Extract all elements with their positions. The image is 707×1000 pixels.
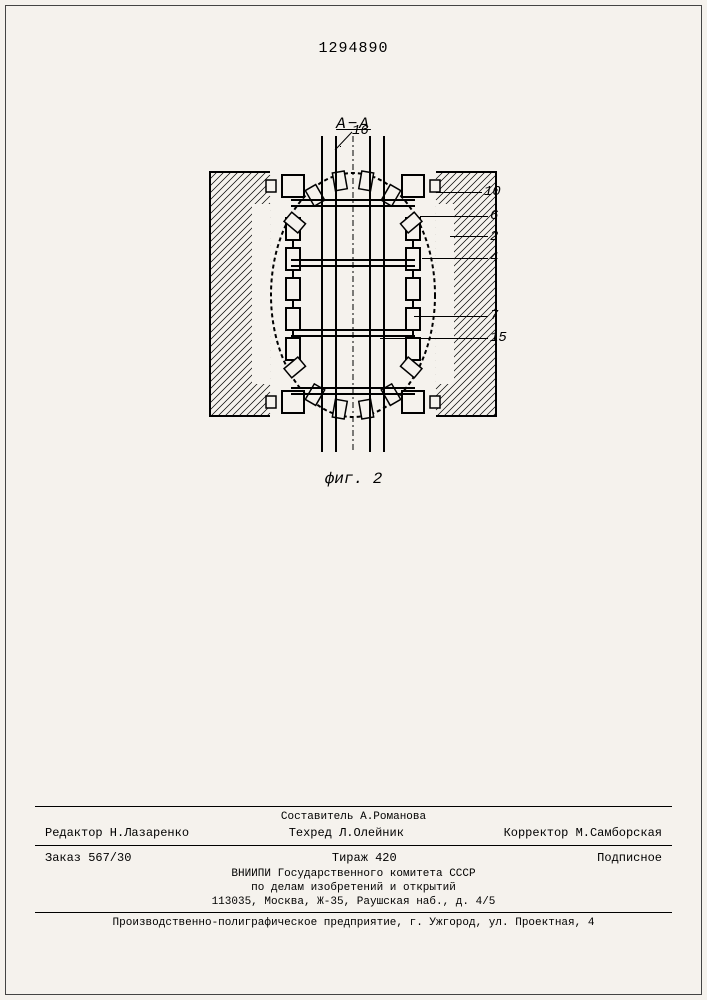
footer-org1: ВНИИПИ Государственного комитета СССР — [35, 867, 672, 881]
leader-15 — [380, 338, 488, 339]
label-2: 2 — [490, 229, 498, 245]
leader-6 — [420, 216, 488, 217]
footer-org3: 113035, Москва, Ж-35, Раушская наб., д. … — [35, 895, 672, 909]
page-number: 1294890 — [318, 40, 388, 57]
footer-techred: Техред Л.Олейник — [289, 826, 404, 840]
footer-subscr: Подписное — [597, 851, 662, 865]
leader-2 — [450, 236, 488, 237]
figure-caption: фиг. 2 — [325, 470, 383, 488]
footer-order: Заказ 567/30 — [45, 851, 131, 865]
footer-editor: Редактор Н.Лазаренко — [45, 826, 189, 840]
leader-4 — [422, 258, 488, 259]
leader-10 — [436, 192, 482, 193]
footer-print: Производственно-полиграфическое предприя… — [35, 916, 672, 930]
leader-7 — [414, 316, 488, 317]
footer-corrector: Корректор М.Самборская — [504, 826, 662, 840]
footer-org2: по делам изобретений и открытий — [35, 881, 672, 895]
label-6: 6 — [490, 208, 498, 224]
footer: Составитель А.Романова Редактор Н.Лазаре… — [35, 803, 672, 930]
label-10: 10 — [484, 184, 501, 200]
leader-16-diag — [330, 128, 370, 158]
label-7: 7 — [490, 308, 498, 324]
footer-tirage: Тираж 420 — [332, 851, 397, 865]
footer-compiler: Составитель А.Романова — [35, 810, 672, 824]
label-15: 15 — [490, 330, 507, 346]
diagram — [198, 130, 508, 460]
label-4: 4 — [490, 250, 498, 266]
